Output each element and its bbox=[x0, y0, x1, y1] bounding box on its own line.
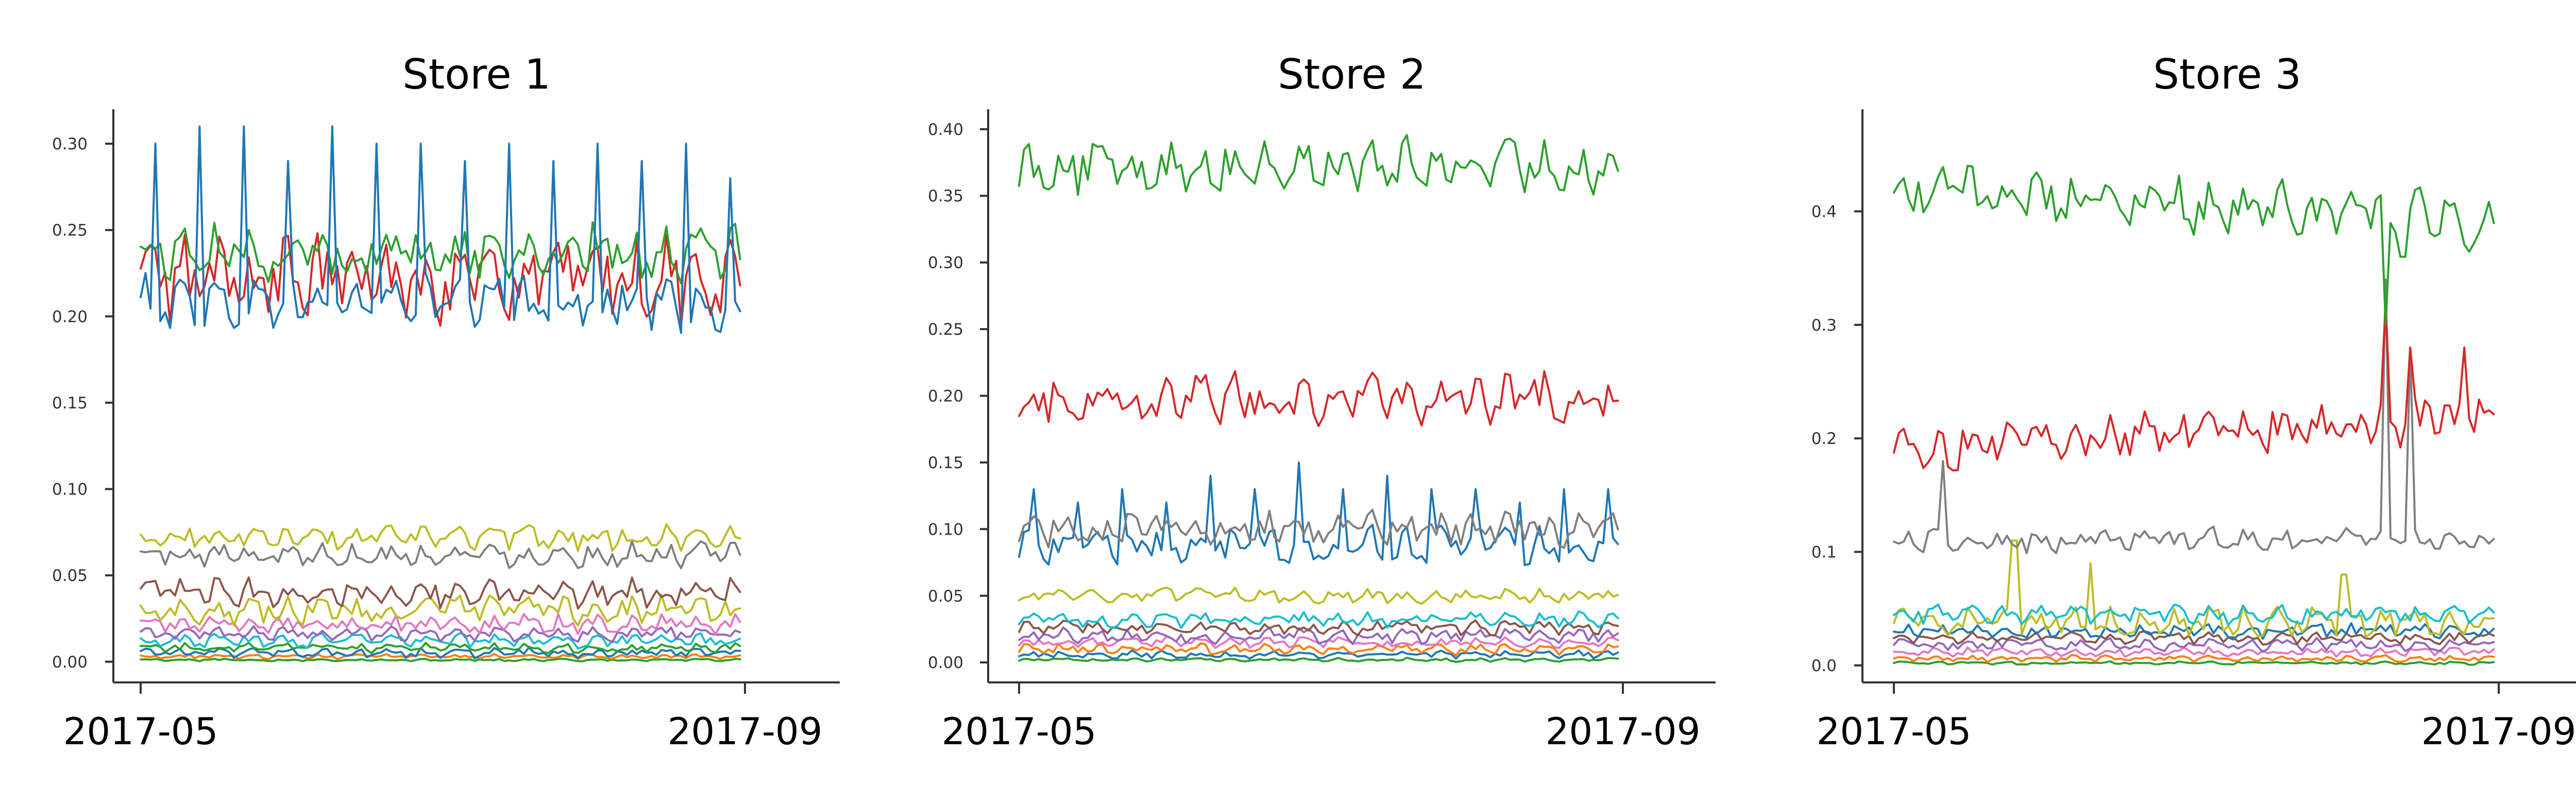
panel-title: Store 2 bbox=[1278, 50, 1426, 98]
y-tick-label: 0.40 bbox=[928, 121, 963, 139]
x-tick-label: 2017-05 bbox=[942, 710, 1097, 753]
x-tick-label: 2017-05 bbox=[1817, 710, 1972, 753]
x-tick-label: 2017-09 bbox=[1546, 710, 1701, 753]
series-line bbox=[1894, 166, 2494, 325]
series-line bbox=[1019, 135, 1618, 195]
panel-title: Store 3 bbox=[2153, 50, 2301, 98]
y-tick-label: 0.3 bbox=[1811, 316, 1837, 335]
y-tick-label: 0.0 bbox=[1811, 657, 1837, 675]
x-tick-label: 2017-05 bbox=[63, 710, 218, 753]
y-tick-label: 0.30 bbox=[52, 135, 88, 153]
series-line bbox=[1019, 371, 1618, 426]
series-line bbox=[141, 524, 740, 551]
series-line bbox=[1019, 463, 1618, 565]
series-line bbox=[1019, 621, 1618, 636]
series-line bbox=[141, 577, 740, 608]
series-line bbox=[1019, 611, 1618, 628]
series-line bbox=[1019, 588, 1618, 604]
series-line bbox=[141, 541, 740, 568]
series-line bbox=[1894, 302, 2494, 471]
y-tick-label: 0.00 bbox=[52, 653, 88, 672]
series-line bbox=[141, 659, 740, 661]
y-tick-label: 0.1 bbox=[1811, 543, 1837, 562]
series-line bbox=[1894, 631, 2494, 645]
y-tick-label: 0.25 bbox=[928, 320, 963, 339]
panel-store-2: Store 2 0.00 0.05 0.10 0.15 0.20 0.25 0.30 0.35 0… bbox=[928, 50, 1716, 753]
series-line bbox=[141, 127, 740, 333]
y-tick-label: 0.2 bbox=[1811, 430, 1837, 448]
y-tick-label: 0.25 bbox=[52, 221, 88, 240]
panel-store-3: Store 3 0.0 0.1 0.2 0.3 0.4 2017-05 2017-09 bbox=[1811, 50, 2576, 753]
y-tick-label: 0.05 bbox=[928, 587, 963, 606]
series-line bbox=[141, 222, 740, 284]
y-tick-label: 0.05 bbox=[52, 567, 88, 585]
y-tick-label: 0.10 bbox=[52, 481, 88, 499]
y-tick-label: 0.35 bbox=[928, 187, 963, 205]
panel-store-1: Store 1 0.00 0.05 0.10 0.15 0.20 0.25 0.30 2017-… bbox=[52, 50, 840, 753]
y-tick-label: 0.20 bbox=[928, 387, 963, 406]
y-tick-label: 0.15 bbox=[52, 394, 88, 413]
x-tick-label: 2017-09 bbox=[2421, 710, 2576, 753]
x-tick-label: 2017-09 bbox=[668, 710, 823, 753]
y-tick-label: 0.15 bbox=[928, 454, 963, 472]
y-tick-label: 0.4 bbox=[1811, 202, 1837, 221]
panel-title: Store 1 bbox=[402, 50, 551, 98]
y-tick-label: 0.10 bbox=[928, 520, 963, 539]
series-line bbox=[1894, 280, 2494, 553]
series-line bbox=[141, 233, 740, 326]
y-tick-label: 0.20 bbox=[52, 307, 88, 326]
y-tick-label: 0.30 bbox=[928, 254, 963, 272]
y-tick-label: 0.00 bbox=[928, 654, 963, 672]
